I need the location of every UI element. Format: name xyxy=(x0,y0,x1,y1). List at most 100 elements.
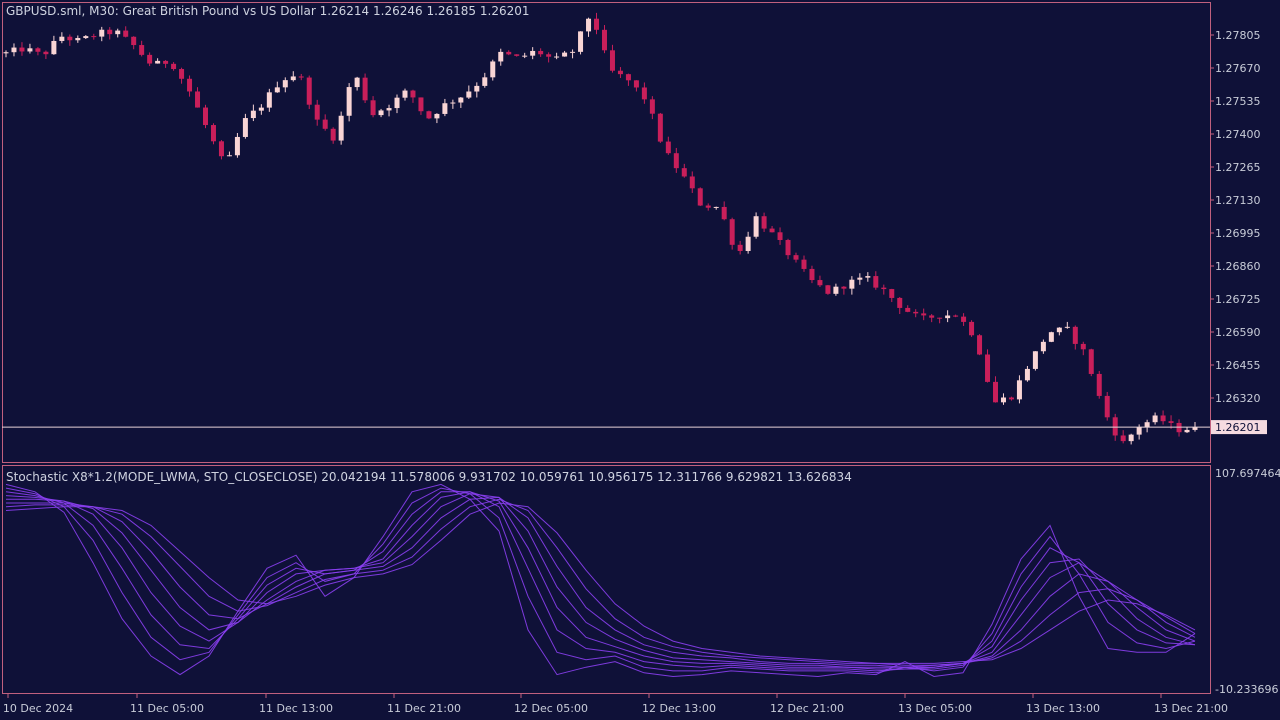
candle-body xyxy=(107,29,113,35)
candle-body xyxy=(665,141,671,154)
candle-body xyxy=(522,55,528,57)
candle-body xyxy=(1064,326,1070,328)
candle-body xyxy=(1096,373,1102,396)
time-tick-label: 11 Dec 13:00 xyxy=(259,702,333,715)
candle-body xyxy=(210,125,216,142)
candle-body xyxy=(258,107,264,111)
candle-body xyxy=(937,317,943,319)
candle-body xyxy=(506,51,512,55)
candle-body xyxy=(482,77,488,86)
candle-body xyxy=(1120,435,1126,442)
candle-body xyxy=(131,36,137,46)
candle-body xyxy=(442,103,448,114)
candle-body xyxy=(1040,341,1046,352)
price-tick-label: 1.26455 xyxy=(1215,359,1261,372)
candle-body xyxy=(171,63,177,70)
time-tick-label: 11 Dec 21:00 xyxy=(387,702,461,715)
candle-body xyxy=(155,60,161,64)
candle-body xyxy=(402,90,408,98)
candle-body xyxy=(753,216,759,237)
candle-body xyxy=(378,110,384,116)
candle-body xyxy=(841,286,847,289)
candle-body xyxy=(905,307,911,312)
candle-body xyxy=(913,311,919,314)
candle-body xyxy=(362,77,368,101)
stochastic-line xyxy=(6,493,1196,668)
candle-body xyxy=(538,50,544,55)
price-tick-label: 1.26320 xyxy=(1215,392,1261,405)
candle-body xyxy=(498,51,504,62)
candle-body xyxy=(434,113,440,119)
candle-body xyxy=(1000,397,1006,403)
price-tick-label: 1.27130 xyxy=(1215,194,1261,207)
time-axis: 10 Dec 2024 11 Dec 05:00 11 Dec 13:00 11 De… xyxy=(3,694,1228,715)
candle-body xyxy=(1160,415,1166,422)
candle-body xyxy=(1072,326,1078,344)
indicator-min-label: -10.233696 xyxy=(1215,683,1278,696)
time-tick-label: 13 Dec 13:00 xyxy=(1026,702,1100,715)
candle-body xyxy=(713,206,719,208)
candle-body xyxy=(474,85,480,92)
candle-body xyxy=(314,104,320,120)
candle-body xyxy=(873,276,879,288)
indicator-header: Stochastic X8*1.2(MODE_LWMA, STO_CLOSECL… xyxy=(6,470,852,484)
time-tick-label: 12 Dec 13:00 xyxy=(642,702,716,715)
candle-body xyxy=(657,113,663,142)
time-tick-label: 13 Dec 05:00 xyxy=(898,702,972,715)
candle-body xyxy=(1152,415,1158,423)
candle-body xyxy=(737,244,743,251)
candle-body xyxy=(115,30,121,35)
candle-body xyxy=(35,48,41,52)
candle-body xyxy=(929,315,935,318)
candle-body xyxy=(689,176,695,189)
candle-body xyxy=(43,51,49,55)
candle-body xyxy=(793,255,799,260)
candle-body xyxy=(993,381,999,403)
price-tick-label: 1.27400 xyxy=(1215,128,1261,141)
candle-body xyxy=(83,36,89,39)
candle-body xyxy=(977,335,983,355)
candle-body xyxy=(849,279,855,289)
candle-body xyxy=(450,102,456,104)
candle-body xyxy=(857,277,863,280)
candle-body xyxy=(777,232,783,241)
candle-body xyxy=(961,316,967,322)
candle-body xyxy=(274,87,280,93)
candle-body xyxy=(51,40,57,55)
stochastic-line xyxy=(5,491,1196,672)
candle-body xyxy=(91,36,97,38)
candle-body xyxy=(338,115,344,141)
candle-body xyxy=(969,321,975,336)
candle-body xyxy=(179,69,185,79)
candle-body xyxy=(99,29,105,37)
candle-body xyxy=(1056,327,1062,333)
candle-body xyxy=(139,45,145,55)
candle-body xyxy=(546,54,552,57)
candle-body xyxy=(426,111,432,119)
candle-body xyxy=(649,99,655,114)
candle-body xyxy=(298,76,304,78)
candle-body xyxy=(953,315,959,317)
candle-body xyxy=(633,80,639,88)
candle-body xyxy=(187,78,193,92)
price-tick-label: 1.27805 xyxy=(1215,29,1261,42)
candle-body xyxy=(586,18,592,32)
candle-body xyxy=(386,108,392,111)
candle-body xyxy=(147,54,153,64)
candle-body xyxy=(266,92,272,108)
indicator-frame[interactable] xyxy=(2,465,1211,694)
candle-body xyxy=(1088,349,1094,374)
candle-body xyxy=(195,91,201,108)
candle-body xyxy=(769,228,775,233)
time-tick-label: 13 Dec 21:00 xyxy=(1154,702,1228,715)
stochastic-line xyxy=(5,502,1196,664)
candle-body xyxy=(570,51,576,53)
candle-body xyxy=(11,47,17,53)
candle-body xyxy=(250,110,256,119)
candle-body xyxy=(1024,368,1030,381)
candle-body xyxy=(19,47,25,52)
candle-body xyxy=(75,38,81,41)
candle-body xyxy=(202,107,208,126)
stochastic-line xyxy=(5,491,1196,670)
